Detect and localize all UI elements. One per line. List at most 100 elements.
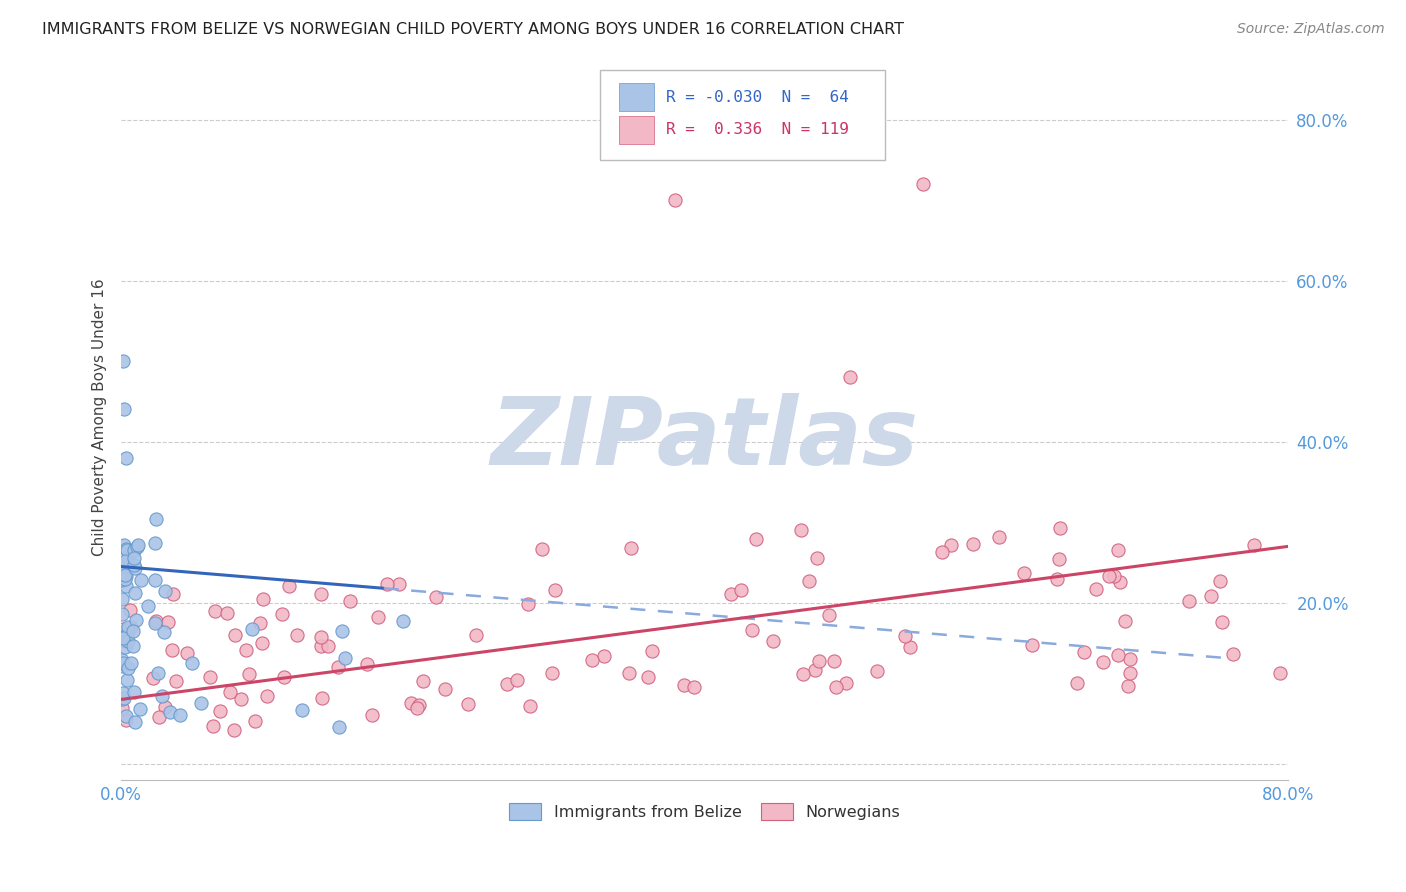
Point [285,628,308,642]
Point [1091,655,1114,669]
Point [128,701,150,715]
Point [115,709,138,723]
Point [1268,665,1291,680]
Point [866,664,889,678]
Point [111,591,134,606]
Point [806,551,828,566]
Point [114,640,136,654]
Y-axis label: Child Poverty Among Boys Under 16: Child Poverty Among Boys Under 16 [93,278,107,557]
Point [988,530,1011,544]
Point [112,691,135,706]
Point [150,689,173,703]
Point [111,653,134,667]
Point [250,636,273,650]
Point [792,667,814,681]
Point [399,696,422,710]
Point [1243,538,1265,552]
Point [309,631,332,645]
Point [620,541,643,555]
Point [309,639,332,653]
Point [682,680,704,694]
Point [143,615,166,630]
Point [115,626,138,640]
Point [114,560,136,574]
Bar [620,84,654,111]
Point [799,574,821,588]
Point [931,545,953,559]
FancyBboxPatch shape [599,70,886,161]
Point [1209,574,1232,588]
Point [153,584,176,599]
Point [517,597,540,611]
Point [412,673,434,688]
Point [519,698,541,713]
Point [112,659,135,673]
Text: R =  0.336  N = 119: R = 0.336 N = 119 [666,122,849,137]
Point [1116,679,1139,693]
Point [309,587,332,601]
Point [367,610,389,624]
Point [1119,666,1142,681]
Point [121,624,143,638]
Point [962,536,984,550]
Point [138,599,160,613]
Point [256,689,278,703]
Point [817,608,839,623]
Point [1114,614,1136,628]
Point [330,624,353,638]
Point [129,574,152,588]
Point [127,538,149,552]
Point [114,554,136,568]
Point [1046,572,1069,586]
Point [252,592,274,607]
Point [122,684,145,698]
Point [720,587,742,601]
Point [506,673,529,687]
Point [617,666,640,681]
Point [114,569,136,583]
Point [1201,589,1223,603]
Point [581,653,603,667]
Point [219,684,242,698]
Point [115,542,138,557]
Point [224,628,246,642]
Point [235,643,257,657]
Point [1107,648,1129,663]
Point [117,620,139,634]
Point [408,698,430,712]
Point [326,660,349,674]
Point [209,704,232,718]
Point [238,667,260,681]
Point [111,692,134,706]
Point [808,654,831,668]
Point [406,701,429,715]
Point [117,633,139,648]
Point [762,634,785,648]
Point [835,676,858,690]
Point [124,613,146,627]
Point [544,583,567,598]
Point [120,620,142,634]
Point [145,615,167,629]
Point [165,673,187,688]
Bar [620,116,654,144]
Point [124,714,146,729]
Point [115,713,138,727]
Point [316,640,339,654]
Point [898,640,921,654]
Point [894,629,917,643]
Point [249,616,271,631]
Point [273,670,295,684]
Point [593,649,616,664]
Point [125,540,148,554]
Point [1073,644,1095,658]
Point [122,639,145,653]
Point [641,644,664,658]
Point [745,533,768,547]
Point [114,573,136,587]
Point [1211,615,1233,629]
Point [124,586,146,600]
Point [741,623,763,637]
Point [291,703,314,717]
Point [169,707,191,722]
